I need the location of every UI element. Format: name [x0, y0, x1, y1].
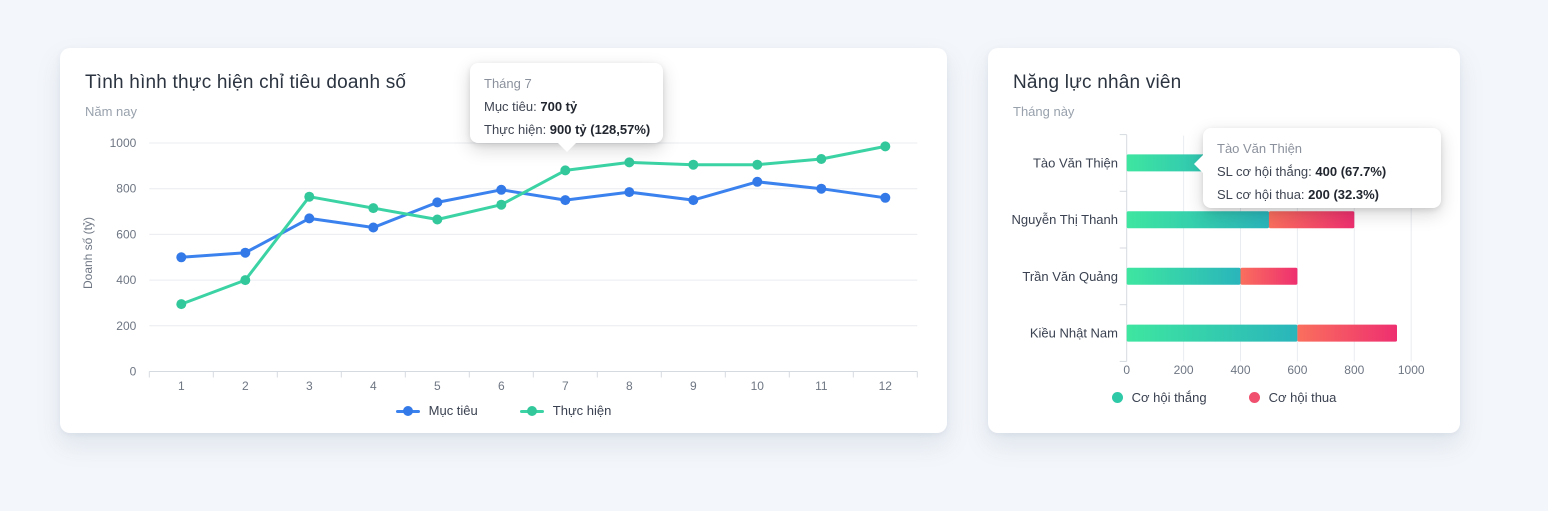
- x-tick-label: 800: [1344, 363, 1364, 377]
- line-series-marker-icon: [395, 405, 420, 417]
- data-point-1-10[interactable]: [752, 159, 763, 170]
- y-axis-title: Doanh số (tỷ): [81, 217, 95, 289]
- data-point-1-7[interactable]: [560, 165, 571, 176]
- legend-label: Cơ hội thắng: [1131, 390, 1207, 405]
- bar-segment-1-1[interactable]: [1268, 211, 1355, 229]
- legend-item-thuc-hien[interactable]: Thực hiện: [519, 403, 612, 418]
- bar-segment-1-3[interactable]: [1297, 324, 1397, 342]
- circle-marker-icon: [1248, 392, 1260, 403]
- x-tick-label: 9: [690, 379, 697, 393]
- y-tick-label: 0: [130, 365, 137, 379]
- bar-segment-0-2[interactable]: [1126, 267, 1241, 285]
- x-tick-label: 7: [562, 379, 569, 393]
- bar-segment-0-3[interactable]: [1126, 324, 1298, 342]
- staff-chart-svg[interactable]: 0 200 400 600 800 1000 Tào Văn Thiện Nguyễn Thị…: [988, 48, 1460, 433]
- x-tick-label: 5: [434, 379, 441, 393]
- data-point-1-2[interactable]: [240, 275, 251, 286]
- sales-chart-tooltip: Tháng 7 Mục tiêu: 700 tỷ Thực hiện: 900 …: [470, 63, 663, 152]
- x-tick-label: 1000: [1398, 363, 1425, 377]
- x-tick-label: 3: [306, 379, 313, 393]
- x-tick-label: 2: [242, 379, 249, 393]
- category-label: Trần Văn Quảng: [1022, 269, 1118, 284]
- staff-legend: Cơ hội thắng Cơ hội thua: [988, 390, 1460, 405]
- data-point-0-12[interactable]: [880, 192, 891, 203]
- data-point-0-1[interactable]: [176, 252, 187, 263]
- legend-item-co-hoi-thang[interactable]: Cơ hội thắng: [1111, 390, 1207, 405]
- data-point-1-4[interactable]: [368, 203, 379, 214]
- tooltip-title: Tháng 7: [484, 76, 532, 91]
- data-point-0-7[interactable]: [560, 195, 571, 206]
- x-tick-label: 0: [1123, 363, 1130, 377]
- legend-item-co-hoi-thua[interactable]: Cơ hội thua: [1248, 390, 1337, 405]
- x-tick-label: 8: [626, 379, 633, 393]
- legend-label: Cơ hội thua: [1268, 390, 1337, 405]
- x-tick-label: 6: [498, 379, 505, 393]
- x-tick-label: 200: [1174, 363, 1194, 377]
- legend-item-muc-tieu[interactable]: Mục tiêu: [395, 403, 478, 418]
- y-tick-label: 800: [116, 182, 136, 196]
- staff-card-subtitle: Tháng này: [1013, 104, 1075, 119]
- sales-legend: Mục tiêu Thực hiện: [60, 403, 947, 418]
- tooltip-row: SL cơ hội thắng: 400 (67.7%): [1217, 164, 1387, 179]
- x-tick-label: 400: [1230, 363, 1250, 377]
- tooltip-row: Mục tiêu: 700 tỷ: [484, 99, 578, 114]
- data-point-0-11[interactable]: [816, 183, 827, 194]
- x-tick-label: 4: [370, 379, 377, 393]
- staff-chart-tooltip: Tào Văn Thiện SL cơ hội thắng: 400 (67.7…: [1194, 128, 1441, 208]
- data-point-0-10[interactable]: [752, 176, 763, 187]
- circle-marker-icon: [1111, 392, 1123, 403]
- y-tick-label: 1000: [110, 136, 137, 150]
- data-point-1-5[interactable]: [432, 214, 443, 225]
- tooltip-row: SL cơ hội thua: 200 (32.3%): [1217, 187, 1379, 202]
- data-point-0-3[interactable]: [304, 213, 315, 224]
- y-tick-label: 200: [116, 319, 136, 333]
- staff-card-title: Năng lực nhân viên: [1013, 72, 1182, 93]
- data-point-0-2[interactable]: [240, 247, 251, 258]
- x-tick-label: 600: [1287, 363, 1307, 377]
- data-point-1-1[interactable]: [176, 299, 187, 310]
- tooltip-row: Thực hiện: 900 tỷ (128,57%): [484, 122, 651, 137]
- legend-label: Thực hiện: [552, 403, 612, 418]
- data-point-0-5[interactable]: [432, 197, 443, 208]
- y-tick-label: 600: [116, 227, 136, 241]
- tooltip-title: Tào Văn Thiện: [1217, 141, 1303, 156]
- bar-segment-1-2[interactable]: [1240, 267, 1298, 285]
- data-point-1-9[interactable]: [688, 159, 699, 170]
- x-tick-label: 12: [879, 379, 893, 393]
- tooltip-arrow-down-icon: [557, 143, 576, 152]
- data-point-0-8[interactable]: [624, 187, 635, 198]
- sales-target-card: Tình hình thực hiện chỉ tiêu doanh số Nă…: [60, 48, 947, 433]
- category-label: Nguyễn Thị Thanh: [1012, 212, 1118, 227]
- line-series-marker-icon: [519, 405, 544, 417]
- data-point-0-9[interactable]: [688, 195, 699, 206]
- x-tick-label: 1: [178, 379, 185, 393]
- data-point-1-12[interactable]: [880, 141, 891, 152]
- sales-card-subtitle: Năm nay: [85, 104, 138, 119]
- category-label: Kiều Nhật Nam: [1030, 326, 1118, 341]
- x-tick-label: 11: [815, 379, 828, 393]
- category-label: Tào Văn Thiện: [1033, 155, 1118, 170]
- bar-segment-0-1[interactable]: [1126, 211, 1269, 229]
- data-point-1-8[interactable]: [624, 157, 635, 168]
- data-point-1-3[interactable]: [304, 191, 315, 202]
- y-tick-label: 400: [116, 273, 136, 287]
- legend-label: Mục tiêu: [428, 403, 478, 418]
- x-tick-label: 10: [751, 379, 765, 393]
- staff-capability-card: Năng lực nhân viên Tháng này 0 200 400 600 8…: [988, 48, 1460, 433]
- line-series-0: [179, 180, 887, 259]
- tooltip-arrow-left-icon: [1194, 155, 1203, 173]
- data-point-1-6[interactable]: [496, 199, 507, 210]
- data-point-0-4[interactable]: [368, 222, 379, 233]
- data-point-1-11[interactable]: [816, 154, 827, 164]
- data-point-0-6[interactable]: [496, 184, 507, 195]
- sales-card-title: Tình hình thực hiện chỉ tiêu doanh số: [85, 72, 407, 93]
- line-series-1: [179, 144, 887, 306]
